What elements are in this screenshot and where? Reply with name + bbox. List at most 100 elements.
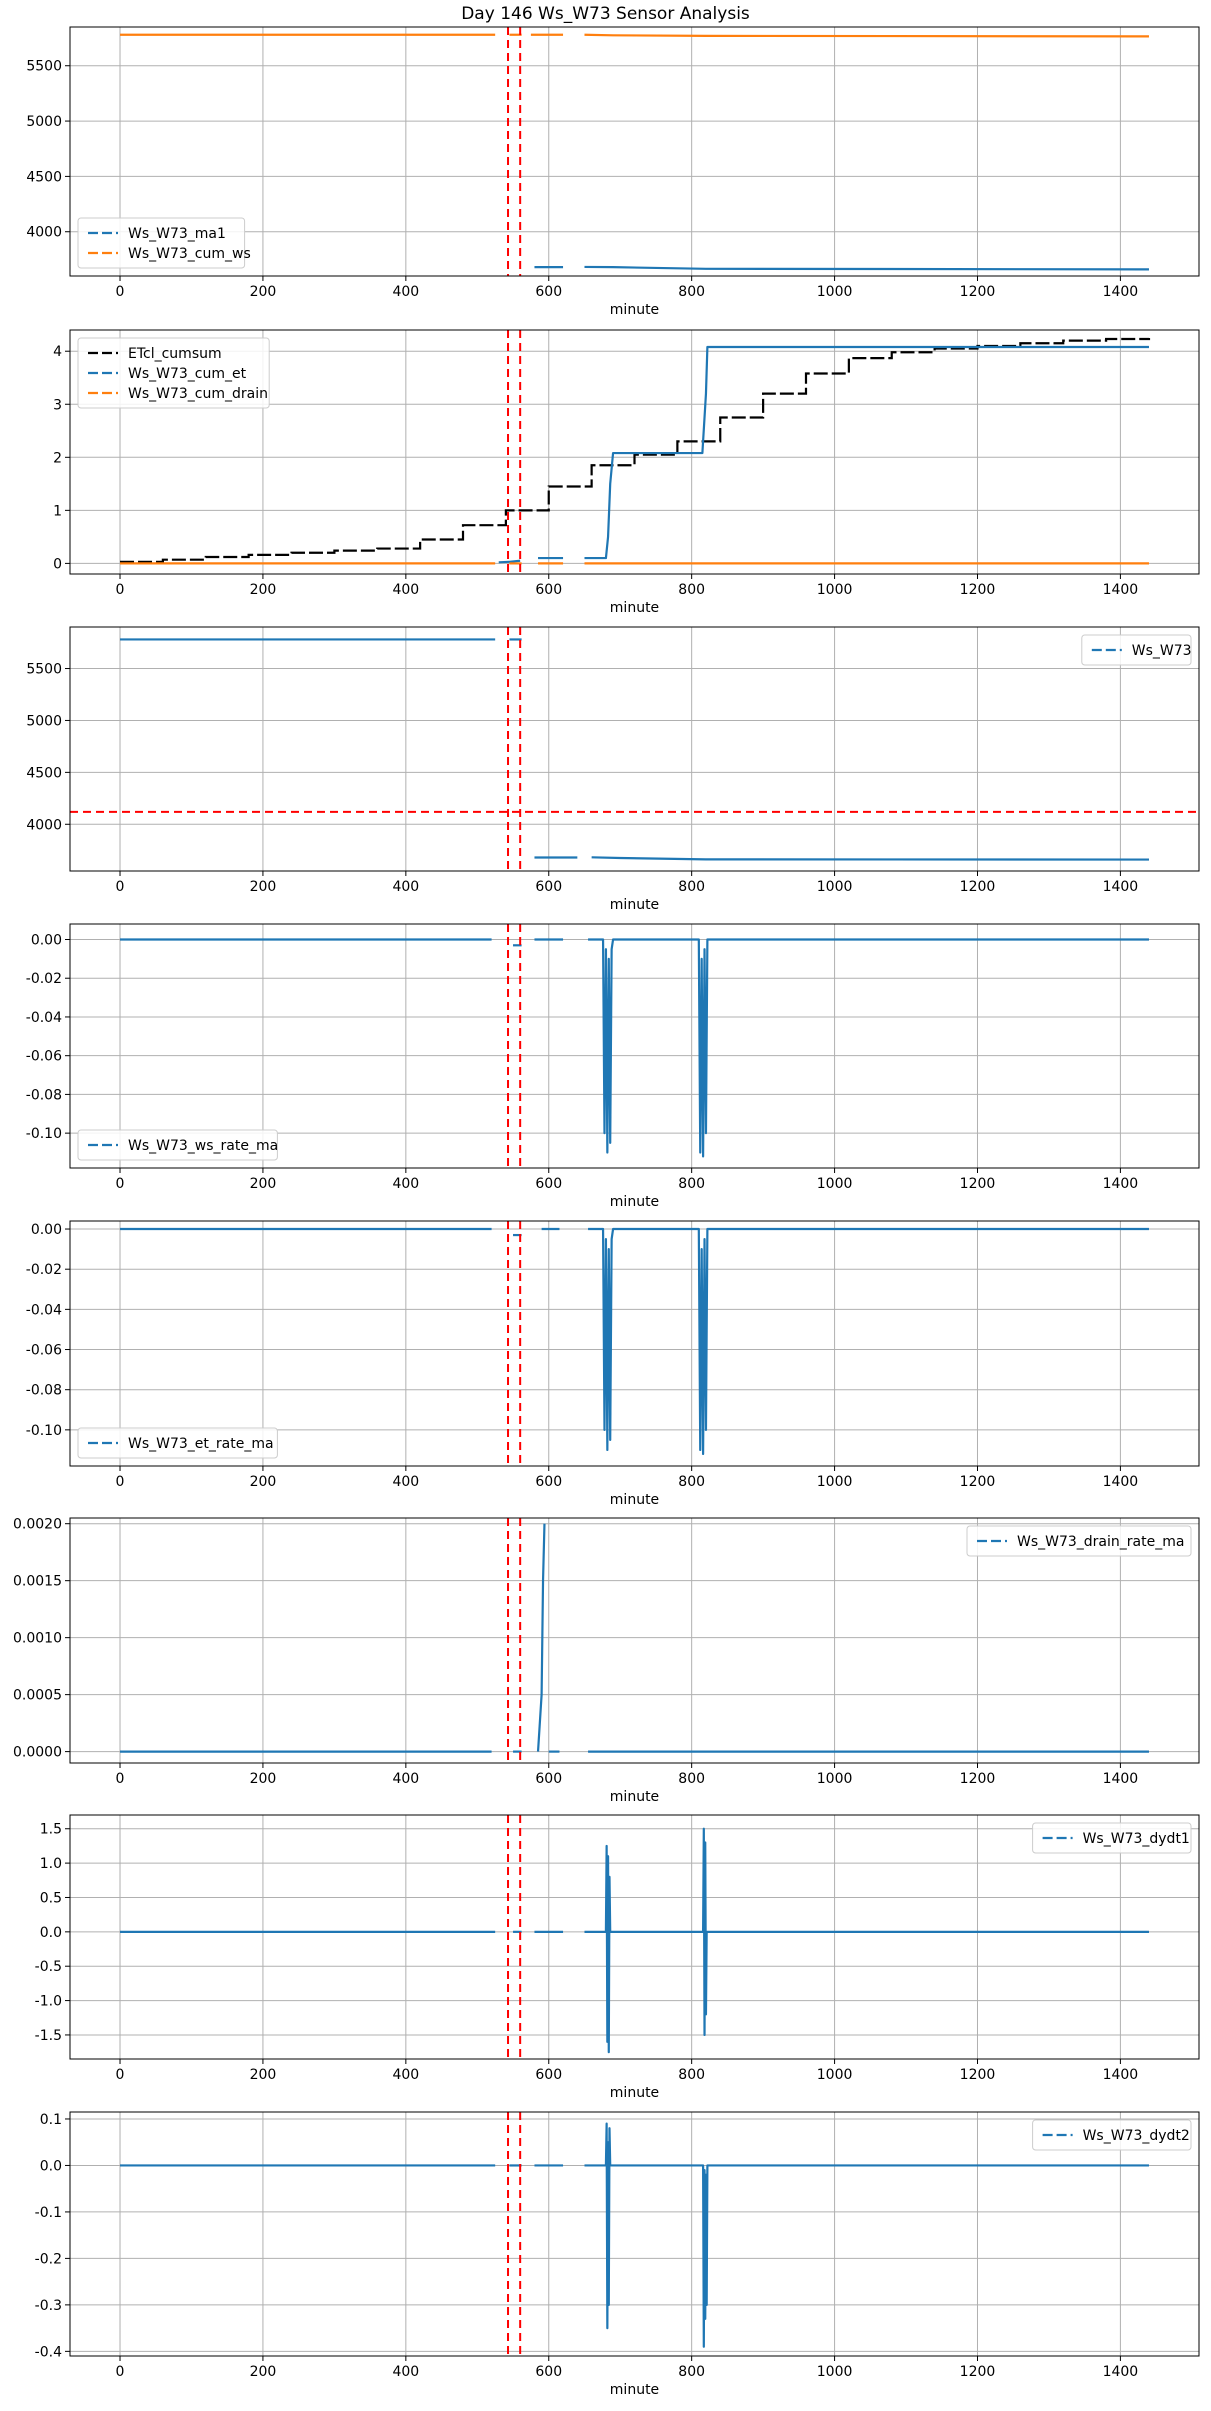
y-tick-label: -0.4: [35, 2344, 62, 2360]
legend-label: Ws_W73_cum_ws: [128, 246, 251, 262]
x-tick-label: 200: [250, 1474, 277, 1490]
legend-box: [1032, 2119, 1192, 2151]
x-tick-label: 400: [392, 879, 419, 895]
legend-box: [1081, 634, 1192, 666]
y-tick-label: 0.0: [40, 2158, 62, 2174]
panel-p7: 0 200 400 600 800 1000 1200 1400 1.5 1.0 0.5 0.0 -0.…: [35, 1814, 1200, 2101]
axes-frame: [69, 26, 1200, 277]
y-tick-label: 4: [53, 344, 62, 360]
y-tick-label: 0.0000: [13, 1745, 62, 1761]
y-tick-label: 0.0: [40, 1925, 62, 1941]
y-tick-label: 1: [53, 503, 62, 519]
data-layer: [120, 1815, 1149, 2059]
axes-frame: [69, 2111, 1200, 2357]
x-tick-label: 1200: [960, 284, 996, 300]
legend-label: Ws_W73_cum_drain: [128, 386, 268, 402]
y-tick-label: -0.04: [26, 1010, 62, 1026]
axes-frame: [69, 1814, 1200, 2060]
x-tick-label: 800: [678, 582, 705, 598]
x-tick-label: 1400: [1103, 879, 1139, 895]
legend-box: [966, 1525, 1192, 1557]
y-tick-label: 0.0020: [13, 1517, 62, 1533]
x-tick-label: 800: [678, 1771, 705, 1787]
legend: ETcl_cumsum Ws_W73_cum_et Ws_W73_cum_drain: [77, 337, 270, 409]
x-tick-label: 1200: [960, 879, 996, 895]
x-tick-label: 0: [116, 1771, 125, 1787]
data-layer: [120, 330, 1151, 574]
axes-frame: [69, 329, 1200, 575]
y-tick-label: 0.1: [40, 2112, 62, 2128]
panel-p1: 0 200 400 600 800 1000 1200 1400 4000 4500 5000 550…: [26, 26, 1200, 318]
x-tick-label: 1200: [960, 1771, 996, 1787]
y-tick-label: -0.1: [35, 2205, 62, 2221]
x-tick-label: 1000: [817, 879, 853, 895]
series-line-Ws_W73_ma1: [584, 265, 1149, 271]
panel-p5: 0 200 400 600 800 1000 1200 1400 0.00 -0.02 -0.04 -…: [26, 1220, 1200, 1508]
x-tick-label: 1400: [1103, 1771, 1139, 1787]
x-tick-label: 400: [392, 2364, 419, 2380]
x-tick-label: 1000: [817, 1474, 853, 1490]
x-tick-label: 600: [535, 1176, 562, 1192]
y-tick-label: 0.0005: [13, 1688, 62, 1704]
x-tick-label: 200: [250, 2364, 277, 2380]
y-tick-label: 5000: [26, 114, 62, 130]
y-tick-label: 0.00: [31, 932, 62, 948]
x-tick-label: 600: [535, 582, 562, 598]
x-axis-label: minute: [610, 302, 659, 318]
x-axis-label: minute: [610, 1789, 659, 1805]
x-tick-label: 400: [392, 2067, 419, 2083]
y-tick-label: -0.2: [35, 2251, 62, 2267]
y-tick-label: 0.0010: [13, 1631, 62, 1647]
series-line-Ws_W73_dydt2: [584, 2122, 1149, 2348]
data-layer: [70, 627, 1199, 871]
x-axis-label: minute: [610, 1194, 659, 1210]
y-tick-label: 5500: [26, 59, 62, 75]
x-tick-label: 800: [678, 1176, 705, 1192]
legend-label: Ws_W73: [1132, 643, 1192, 659]
x-tick-label: 0: [116, 2067, 125, 2083]
y-tick-label: -1.0: [35, 1994, 62, 2010]
legend: Ws_W73_drain_rate_ma: [966, 1525, 1192, 1557]
series-line-Ws_W73_cum_et: [584, 345, 1149, 560]
series-line-Ws_W73_et_rate_ma: [588, 1227, 1149, 1456]
legend-label: Ws_W73_drain_rate_ma: [1017, 1534, 1184, 1550]
legend-label: Ws_W73_dydt1: [1083, 1831, 1190, 1847]
x-tick-label: 1200: [960, 582, 996, 598]
series-line-ETcl_cumsum: [120, 337, 1151, 563]
series-line-Ws_W73: [591, 856, 1149, 861]
x-tick-label: 600: [535, 1771, 562, 1787]
legend-label: Ws_W73_ws_rate_ma: [128, 1138, 278, 1154]
y-tick-label: -0.02: [26, 971, 62, 987]
panel-p8: 0 200 400 600 800 1000 1200 1400 0.1 0.0 -0.1 -0.2 -…: [35, 2111, 1200, 2398]
series-line-Ws_W73_drain_rate_ma: [536, 1523, 546, 1752]
x-tick-label: 1200: [960, 1474, 996, 1490]
x-tick-label: 400: [392, 1176, 419, 1192]
x-tick-label: 600: [535, 2067, 562, 2083]
x-axis-label: minute: [610, 1492, 659, 1508]
y-tick-label: 4000: [26, 225, 62, 241]
legend: Ws_W73: [1081, 634, 1192, 666]
y-tick-label: 2: [53, 450, 62, 466]
y-tick-label: -0.3: [35, 2298, 62, 2314]
legend-label: ETcl_cumsum: [128, 346, 222, 362]
y-tick-label: -1.5: [35, 2028, 62, 2044]
x-tick-label: 800: [678, 2067, 705, 2083]
x-tick-label: 1400: [1103, 1474, 1139, 1490]
x-tick-label: 1000: [817, 582, 853, 598]
x-tick-label: 1200: [960, 2067, 996, 2083]
y-tick-label: 4500: [26, 169, 62, 185]
y-tick-label: -0.06: [26, 1343, 62, 1359]
x-tick-label: 600: [535, 1474, 562, 1490]
legend-box: [1032, 1822, 1192, 1854]
y-tick-label: -0.08: [26, 1383, 62, 1399]
legend: Ws_W73_dydt2: [1032, 2119, 1192, 2151]
data-layer: [120, 1518, 1149, 1763]
y-tick-label: 5500: [26, 662, 62, 678]
y-tick-label: 1.0: [40, 1856, 62, 1872]
series-line-Ws_W73_dydt1: [584, 1827, 1149, 2054]
x-tick-label: 0: [116, 1474, 125, 1490]
x-tick-label: 800: [678, 284, 705, 300]
x-tick-label: 0: [116, 2364, 125, 2380]
x-tick-label: 400: [392, 582, 419, 598]
x-tick-label: 400: [392, 1771, 419, 1787]
